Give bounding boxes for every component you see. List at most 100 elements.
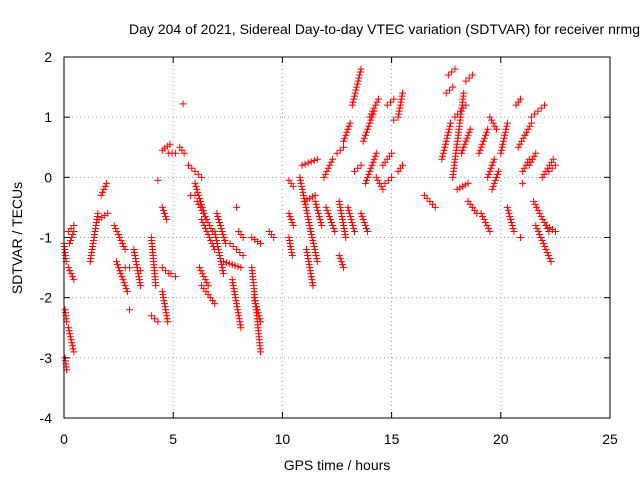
- data-point: [532, 149, 540, 157]
- data-point: [115, 264, 123, 272]
- data-point: [313, 255, 321, 263]
- data-point: [228, 276, 236, 284]
- data-point: [359, 137, 367, 145]
- data-point: [328, 218, 336, 226]
- data-point: [537, 212, 545, 220]
- data-point: [527, 158, 535, 166]
- data-point: [502, 125, 510, 133]
- data-point: [66, 267, 74, 275]
- data-point: [372, 149, 380, 157]
- data-point: [534, 107, 542, 115]
- data-point: [368, 161, 376, 169]
- data-point: [236, 321, 244, 329]
- data-point: [68, 342, 76, 350]
- data-point: [507, 218, 515, 226]
- data-point: [159, 206, 167, 214]
- data-point: [308, 279, 316, 287]
- data-point: [367, 164, 375, 172]
- data-point: [123, 288, 131, 296]
- data-point: [395, 110, 403, 118]
- data-point: [301, 200, 309, 208]
- data-point: [398, 92, 406, 100]
- data-point: [507, 215, 515, 223]
- data-point: [516, 140, 524, 148]
- data-point: [521, 131, 529, 139]
- data-point: [68, 273, 76, 281]
- data-point: [460, 143, 468, 151]
- data-point: [171, 273, 179, 281]
- data-point: [491, 176, 499, 184]
- data-point: [364, 125, 372, 133]
- data-point: [342, 234, 350, 241]
- data-point: [216, 252, 224, 260]
- data-point: [285, 237, 293, 245]
- data-point: [399, 89, 407, 97]
- data-point: [488, 116, 496, 124]
- data-point: [335, 252, 343, 260]
- y-tick-label: 2: [44, 49, 52, 65]
- data-point: [320, 173, 328, 181]
- data-point: [299, 188, 307, 196]
- grid-lines: [64, 57, 610, 418]
- data-point: [443, 134, 451, 142]
- data-point: [480, 215, 488, 223]
- data-point: [287, 246, 295, 254]
- data-point: [365, 170, 373, 178]
- data-point: [442, 89, 450, 97]
- data-point: [489, 158, 497, 166]
- y-tick-label: 1: [44, 109, 52, 125]
- data-point: [162, 267, 170, 275]
- data-point: [311, 191, 319, 199]
- data-point: [309, 240, 317, 248]
- data-point: [460, 89, 468, 97]
- data-point: [309, 237, 317, 245]
- data-point: [113, 227, 121, 235]
- data-point: [457, 149, 465, 157]
- data-point: [204, 282, 212, 290]
- data-point: [235, 312, 243, 320]
- data-point: [250, 294, 258, 302]
- data-point: [464, 179, 472, 187]
- data-point: [336, 203, 344, 211]
- data-point: [198, 206, 206, 214]
- data-point: [201, 212, 209, 220]
- data-point: [484, 224, 492, 232]
- data-point: [441, 140, 449, 148]
- data-point: [369, 107, 377, 115]
- data-point: [69, 230, 77, 238]
- data-point: [503, 203, 511, 211]
- data-point: [362, 176, 370, 184]
- data-point: [324, 164, 332, 172]
- data-point: [234, 306, 242, 314]
- data-point: [162, 212, 170, 220]
- data-point: [64, 264, 72, 272]
- data-point: [534, 206, 542, 214]
- data-point: [194, 170, 202, 178]
- data-point: [130, 246, 138, 254]
- x-tick-label: 20: [493, 431, 509, 447]
- data-point: [539, 240, 547, 248]
- data-point: [253, 306, 261, 314]
- data-point: [478, 140, 486, 148]
- data-point: [313, 203, 321, 211]
- data-point: [98, 188, 106, 196]
- data-point: [205, 234, 213, 241]
- data-point: [340, 143, 348, 151]
- data-point: [366, 167, 374, 175]
- data-point: [350, 227, 358, 235]
- data-point: [116, 234, 124, 241]
- data-point: [219, 258, 227, 266]
- data-point: [306, 267, 314, 275]
- data-point: [372, 173, 380, 181]
- data-point: [270, 234, 278, 241]
- data-point: [530, 152, 538, 160]
- data-point: [167, 270, 175, 278]
- data-point: [508, 221, 516, 229]
- data-point: [303, 209, 311, 217]
- data-point: [285, 234, 293, 241]
- data-point: [219, 267, 227, 275]
- data-point: [360, 218, 368, 226]
- data-point: [160, 297, 168, 305]
- data-point: [379, 185, 387, 193]
